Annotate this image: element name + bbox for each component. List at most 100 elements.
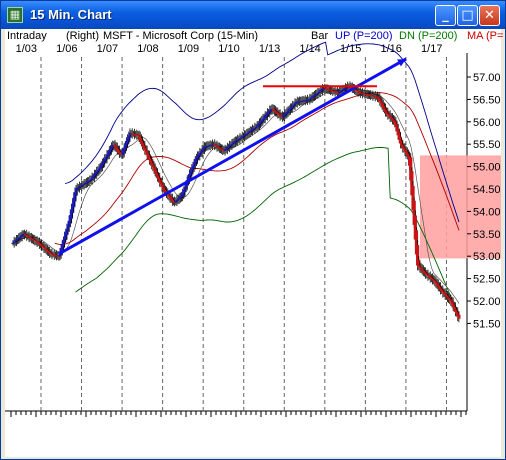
candle-body xyxy=(432,279,436,281)
title-bar[interactable]: ▦ 15 Min. Chart _ □ ✕ xyxy=(1,1,505,29)
shaded-zone xyxy=(420,155,501,259)
candle-body xyxy=(184,183,188,189)
candle-body xyxy=(19,235,23,238)
candle-body xyxy=(244,134,248,136)
candle-body xyxy=(312,95,317,97)
candle-body xyxy=(239,137,243,139)
candle-body xyxy=(438,287,443,290)
lower-band-line xyxy=(75,146,460,318)
candle-body xyxy=(101,161,106,165)
candle-body xyxy=(242,135,247,137)
candle-body xyxy=(309,97,313,100)
price-tick-label: 53.50 xyxy=(473,229,501,241)
candle-body xyxy=(67,220,71,228)
date-tick-label: 1/03 xyxy=(16,43,37,55)
candle-body xyxy=(109,146,114,151)
candle-body xyxy=(28,236,32,239)
bar-type-label: Bar xyxy=(311,30,329,42)
candle-body xyxy=(146,153,150,158)
candle-body xyxy=(233,141,237,143)
candle-body xyxy=(34,240,38,242)
moving-average-line xyxy=(54,92,460,245)
candle-body xyxy=(43,247,47,250)
candle-body xyxy=(412,200,416,225)
trendline xyxy=(58,57,407,256)
candle-body xyxy=(190,168,194,174)
close-button[interactable]: ✕ xyxy=(479,5,500,26)
candle-body xyxy=(115,147,119,150)
candle-body xyxy=(255,125,259,128)
date-tick-label: 1/07 xyxy=(97,43,118,55)
candle-body xyxy=(424,272,428,275)
lower-band-legend: DN (P=200) xyxy=(399,30,458,42)
minimize-button[interactable]: _ xyxy=(435,5,456,26)
candle-body xyxy=(99,165,103,169)
candle-body xyxy=(344,87,349,89)
candle-body xyxy=(11,242,15,244)
candle-body xyxy=(88,180,92,182)
candle-body xyxy=(183,186,187,193)
candle-body xyxy=(145,150,149,155)
candle-body xyxy=(277,113,281,115)
candle-body xyxy=(84,182,88,184)
candle-body xyxy=(76,187,80,189)
candle-body xyxy=(268,110,272,113)
candle-body xyxy=(148,158,153,163)
candle-body xyxy=(320,89,325,91)
date-tick-label: 1/09 xyxy=(178,43,199,55)
candle-body xyxy=(435,282,439,286)
candle-body xyxy=(231,142,235,145)
candle-body xyxy=(354,89,358,91)
candle-body xyxy=(446,296,451,299)
candle-body xyxy=(113,144,117,147)
candle-body xyxy=(36,241,40,243)
candle-body xyxy=(310,96,314,99)
candle-body xyxy=(228,145,232,148)
date-tick-label: 1/10 xyxy=(218,43,239,55)
candle-body xyxy=(444,294,448,297)
candle-body xyxy=(261,118,265,122)
chart-header: Intraday (Right) MSFT - Microsoft Corp (… xyxy=(5,29,503,53)
candle-body xyxy=(73,192,77,202)
candle-body xyxy=(20,234,24,237)
candle-body xyxy=(378,97,382,102)
candle-body xyxy=(292,104,296,107)
candle-body xyxy=(197,154,201,158)
candle-body xyxy=(238,138,242,140)
candle-body xyxy=(215,145,219,147)
price-chart[interactable]: 1/03 1/06 1/07 1/08 1/09 1/10 1/13 1/14 1/15 1/16… xyxy=(5,29,501,457)
candle-body xyxy=(403,148,407,152)
candle-body xyxy=(452,304,456,309)
candle-body xyxy=(289,106,294,109)
candle-body xyxy=(389,116,393,119)
candle-body xyxy=(143,145,147,150)
candle-body xyxy=(214,144,218,147)
short-average-line xyxy=(12,88,460,304)
candle-body xyxy=(106,152,110,157)
candle-body xyxy=(30,238,35,240)
candle-body xyxy=(271,108,275,110)
price-tick-label: 56.00 xyxy=(473,117,501,129)
candle-body xyxy=(48,251,52,254)
price-tick-label: 57.00 xyxy=(473,72,501,84)
maximize-button[interactable]: □ xyxy=(457,5,478,26)
candle-body xyxy=(283,114,287,117)
candle-body xyxy=(401,144,405,148)
candle-body xyxy=(191,165,195,171)
candle-body xyxy=(202,146,207,150)
candle-body xyxy=(95,171,99,174)
candle-body xyxy=(254,126,258,129)
candle-body xyxy=(391,118,396,121)
candle-body xyxy=(80,185,84,187)
trendline-arrowhead xyxy=(397,58,407,67)
candle-body xyxy=(97,168,101,172)
chart-app-icon[interactable]: ▦ xyxy=(7,7,23,23)
candle-body xyxy=(413,215,417,240)
candle-body xyxy=(62,236,67,243)
candle-body xyxy=(246,132,250,134)
candle-body xyxy=(426,274,430,276)
candle-body xyxy=(449,299,453,302)
candle-body xyxy=(201,148,205,151)
candle-body xyxy=(175,199,179,202)
candle-body xyxy=(284,113,288,116)
